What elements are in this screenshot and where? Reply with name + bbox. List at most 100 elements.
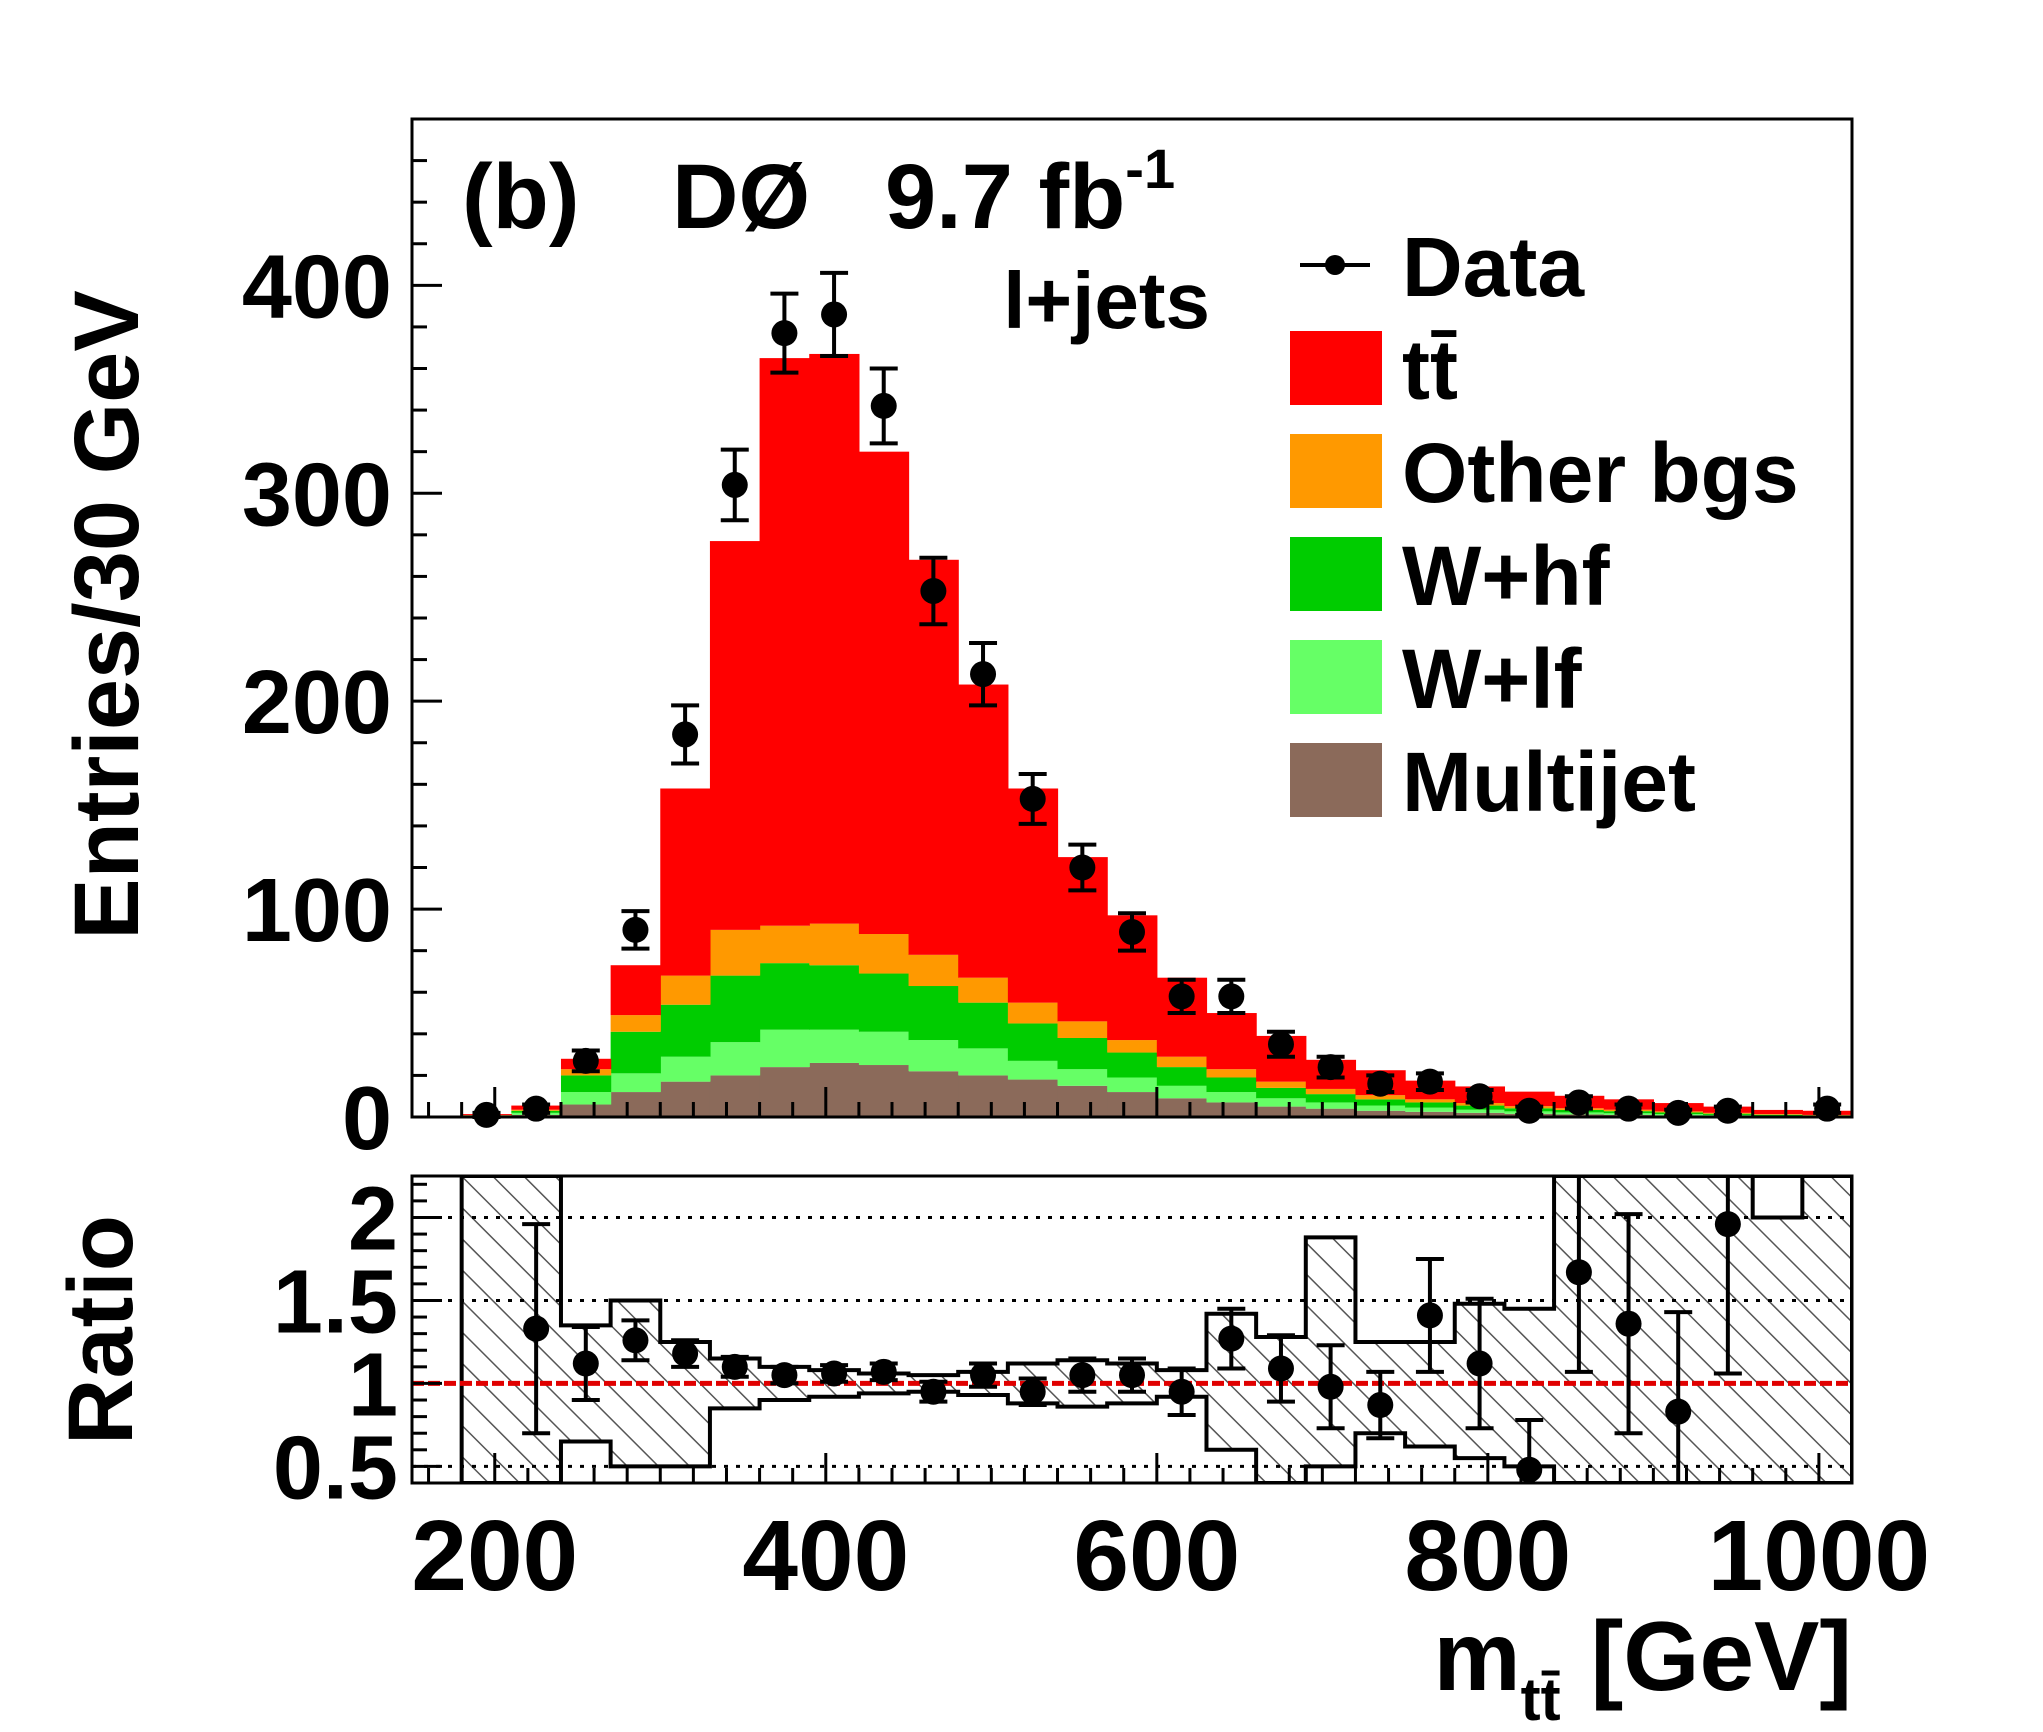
bar-other_bgs-bin-15	[1206, 1069, 1256, 1077]
bar-ttbar-bin-10	[958, 685, 1008, 978]
bar-other_bgs-bin-10	[958, 978, 1008, 1003]
x-tick-label: 200	[411, 1500, 578, 1612]
bar-other_bgs-bin-19	[1405, 1099, 1455, 1102]
data-point	[1169, 983, 1195, 1009]
data-point	[1367, 1071, 1393, 1097]
data-point	[920, 578, 946, 604]
luminosity-value: 9.7 fb	[885, 146, 1125, 248]
data-point	[722, 472, 748, 498]
bar-w_hf-bin-13	[1107, 1053, 1157, 1078]
bar-w_hf-bin-11	[1008, 1023, 1058, 1060]
bar-w_lf-bin-14	[1157, 1086, 1207, 1098]
bar-multijet-bin-3	[611, 1092, 661, 1117]
bar-w_lf-bin-9	[909, 1040, 959, 1071]
ratio-y-axis-label: Ratio	[50, 1215, 152, 1445]
data-point	[1069, 855, 1095, 881]
bar-w_lf-bin-13	[1107, 1077, 1157, 1092]
bar-w_hf-bin-15	[1206, 1077, 1256, 1092]
bar-multijet-bin-6	[760, 1067, 810, 1117]
bar-multijet-bin-10	[958, 1075, 1008, 1117]
bar-other_bgs-bin-13	[1107, 1040, 1157, 1052]
ratio-point	[821, 1360, 847, 1386]
ratio-y-tick-label: 2	[348, 1169, 398, 1269]
bar-w_hf-bin-7	[809, 965, 859, 1029]
ratio-point	[573, 1351, 599, 1377]
bar-other_bgs-bin-5	[710, 930, 760, 976]
bar-w_lf-bin-6	[760, 1030, 810, 1067]
ratio-point	[1169, 1379, 1195, 1405]
legend-swatch-multijet	[1290, 743, 1382, 817]
x-axis-label-subscript: tt̄	[1521, 1666, 1561, 1727]
legend-data-label: Data	[1402, 220, 1585, 314]
x-axis-label-unit: [GeV]	[1591, 1601, 1852, 1711]
bar-w_lf-bin-5	[710, 1042, 760, 1075]
legend-swatch-other_bgs	[1290, 434, 1382, 508]
ratio-y-tick-labels: 0.511.52	[273, 1169, 398, 1518]
x-axis-label-m: m	[1434, 1601, 1521, 1711]
data-point	[672, 721, 698, 747]
legend-data-marker	[1325, 255, 1345, 275]
bar-w_hf-bin-12	[1058, 1038, 1108, 1069]
bar-other_bgs-bin-26	[1753, 1114, 1803, 1115]
bar-w_hf-bin-4	[660, 1005, 710, 1057]
bar-multijet-bin-5	[710, 1075, 760, 1117]
ratio-point	[1367, 1392, 1393, 1418]
bar-ttbar-bin-6	[760, 358, 810, 926]
bar-multijet-bin-7	[809, 1063, 859, 1117]
legend-label-w_lf: W+lf	[1402, 632, 1583, 726]
ratio-point	[1218, 1326, 1244, 1352]
bar-w_hf-bin-2	[561, 1075, 611, 1092]
data-point	[871, 393, 897, 419]
bar-w_lf-bin-18	[1355, 1106, 1405, 1111]
data-point	[573, 1048, 599, 1074]
data-point	[1020, 786, 1046, 812]
bar-w_lf-bin-3	[611, 1073, 661, 1092]
ratio-point	[1119, 1362, 1145, 1388]
bar-w_lf-bin-10	[958, 1048, 1008, 1075]
data-point	[771, 320, 797, 346]
data-point	[970, 661, 996, 687]
legend-swatch-w_lf	[1290, 640, 1382, 714]
bar-ttbar-bin-5	[710, 541, 760, 930]
band-notch	[1753, 1176, 1803, 1217]
x-tick-label: 400	[742, 1500, 909, 1612]
ratio-point	[920, 1379, 946, 1405]
bar-other_bgs-bin-3	[611, 1015, 661, 1032]
bar-other_bgs-bin-17	[1306, 1089, 1356, 1094]
legend-swatch-ttbar	[1290, 331, 1382, 405]
bar-w_hf-bin-18	[1355, 1099, 1405, 1105]
bar-multijet-bin-8	[859, 1065, 909, 1117]
experiment-label: DØ	[672, 146, 810, 248]
bar-w_hf-bin-17	[1306, 1094, 1356, 1102]
legend-label-multijet: Multijet	[1402, 735, 1696, 829]
ratio-point	[1467, 1351, 1493, 1377]
bar-w_hf-bin-6	[760, 963, 810, 1030]
ratio-point	[1715, 1211, 1741, 1237]
ratio-point	[1566, 1259, 1592, 1285]
bar-multijet-bin-15	[1206, 1102, 1256, 1117]
legend-swatch-w_hf	[1290, 537, 1382, 611]
x-tick-label: 800	[1404, 1500, 1571, 1612]
ratio-point	[970, 1362, 996, 1388]
y-tick-label: 0	[342, 1069, 392, 1169]
y-tick-label: 400	[242, 237, 392, 337]
bar-other_bgs-bin-7	[809, 924, 859, 966]
bar-w_lf-bin-20	[1455, 1110, 1505, 1113]
bar-w_lf-bin-12	[1058, 1069, 1108, 1086]
bar-other_bgs-bin-8	[859, 934, 909, 974]
bar-w_hf-bin-16	[1256, 1088, 1306, 1098]
ratio-point	[622, 1327, 648, 1353]
bar-ttbar-bin-7	[809, 354, 859, 924]
bar-ttbar-bin-4	[660, 788, 710, 975]
data-point	[1417, 1069, 1443, 1095]
bar-other_bgs-bin-16	[1256, 1082, 1306, 1088]
ratio-point	[871, 1359, 897, 1385]
bar-w_lf-bin-11	[1008, 1061, 1058, 1080]
bar-multijet-bin-2	[561, 1105, 611, 1117]
ratio-point	[1020, 1379, 1046, 1405]
panel-label: (b)	[462, 146, 579, 248]
y-tick-label: 200	[242, 653, 392, 753]
ratio-point	[1268, 1355, 1294, 1381]
ratio-point	[771, 1362, 797, 1388]
